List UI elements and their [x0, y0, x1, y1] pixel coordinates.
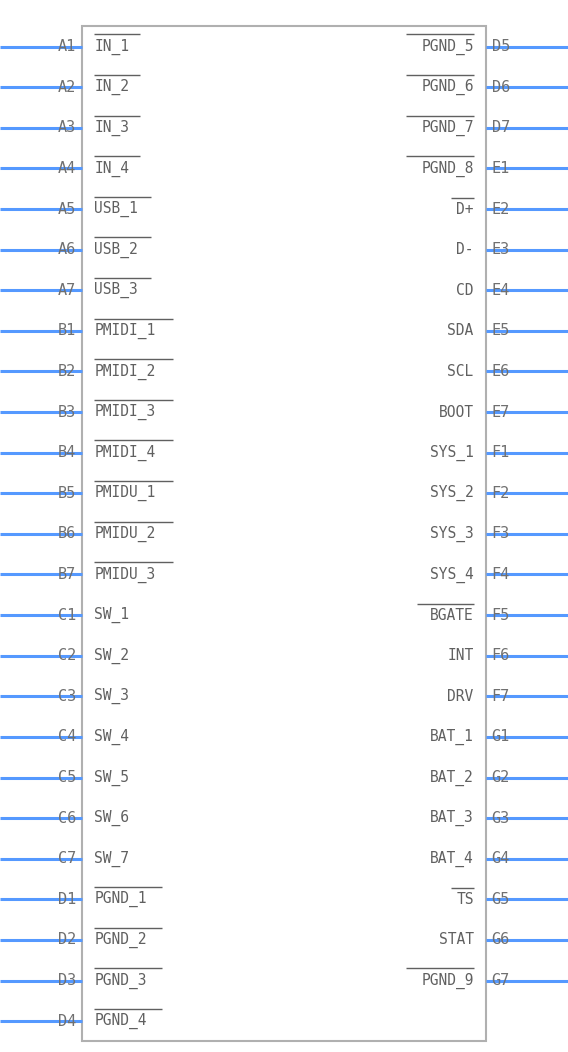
Text: B3: B3 [58, 405, 76, 420]
Text: SCL: SCL [448, 364, 474, 379]
Text: E3: E3 [492, 242, 510, 257]
Text: SW_4: SW_4 [94, 729, 130, 745]
Text: BAT_2: BAT_2 [430, 769, 474, 786]
Text: E7: E7 [492, 405, 510, 420]
Text: E4: E4 [492, 283, 510, 298]
Text: SYS_3: SYS_3 [430, 526, 474, 542]
Text: A7: A7 [58, 283, 76, 298]
Text: INT: INT [448, 648, 474, 663]
Text: F2: F2 [492, 486, 510, 501]
Text: E5: E5 [492, 323, 510, 339]
Text: E6: E6 [492, 364, 510, 379]
Text: B7: B7 [58, 567, 76, 582]
Text: SW_2: SW_2 [94, 648, 130, 664]
Text: C4: C4 [58, 729, 76, 745]
Text: D4: D4 [58, 1014, 76, 1029]
Text: A2: A2 [58, 80, 76, 95]
Text: PMIDI_4: PMIDI_4 [94, 445, 156, 461]
Text: BAT_3: BAT_3 [430, 810, 474, 826]
Bar [82, 26, 486, 1041]
Text: IN_4: IN_4 [94, 160, 130, 177]
Text: C5: C5 [58, 770, 76, 785]
Text: D7: D7 [492, 120, 510, 136]
Text: D5: D5 [492, 39, 510, 54]
Text: SW_3: SW_3 [94, 688, 130, 705]
Text: F6: F6 [492, 648, 510, 663]
Text: TS: TS [456, 892, 474, 907]
Text: PMIDU_3: PMIDU_3 [94, 566, 156, 583]
Text: PGND_8: PGND_8 [421, 160, 474, 177]
Text: G1: G1 [492, 729, 510, 745]
Text: PMIDI_1: PMIDI_1 [94, 323, 156, 339]
Text: G6: G6 [492, 932, 510, 948]
Text: A5: A5 [58, 202, 76, 217]
Text: DRV: DRV [448, 689, 474, 704]
Text: G7: G7 [492, 973, 510, 988]
Text: CD: CD [456, 283, 474, 298]
Text: B2: B2 [58, 364, 76, 379]
Text: F5: F5 [492, 608, 510, 623]
Text: G2: G2 [492, 770, 510, 785]
Text: PMIDI_2: PMIDI_2 [94, 363, 156, 380]
Text: F4: F4 [492, 567, 510, 582]
Text: USB_3: USB_3 [94, 282, 138, 299]
Text: SW_5: SW_5 [94, 769, 130, 786]
Text: IN_1: IN_1 [94, 39, 130, 55]
Text: A6: A6 [58, 242, 76, 257]
Text: C1: C1 [58, 608, 76, 623]
Text: BGATE: BGATE [430, 608, 474, 623]
Text: PGND_4: PGND_4 [94, 1013, 147, 1029]
Text: A4: A4 [58, 161, 76, 176]
Text: PGND_2: PGND_2 [94, 932, 147, 948]
Text: USB_2: USB_2 [94, 242, 138, 258]
Text: C6: C6 [58, 811, 76, 826]
Text: G5: G5 [492, 892, 510, 907]
Text: B6: B6 [58, 526, 76, 542]
Text: D6: D6 [492, 80, 510, 95]
Text: A3: A3 [58, 120, 76, 136]
Text: A1: A1 [58, 39, 76, 54]
Text: D2: D2 [58, 932, 76, 948]
Text: PGND_7: PGND_7 [421, 120, 474, 136]
Text: SW_6: SW_6 [94, 810, 130, 826]
Text: SDA: SDA [448, 323, 474, 339]
Text: E2: E2 [492, 202, 510, 217]
Text: SW_1: SW_1 [94, 607, 130, 623]
Text: IN_2: IN_2 [94, 79, 130, 96]
Text: C7: C7 [58, 851, 76, 866]
Text: PGND_6: PGND_6 [421, 79, 474, 96]
Text: SYS_4: SYS_4 [430, 566, 474, 583]
Text: SYS_1: SYS_1 [430, 445, 474, 461]
Text: IN_3: IN_3 [94, 120, 130, 136]
Text: E1: E1 [492, 161, 510, 176]
Text: D+: D+ [456, 202, 474, 217]
Text: B5: B5 [58, 486, 76, 501]
Text: BOOT: BOOT [438, 405, 474, 420]
Text: B1: B1 [58, 323, 76, 339]
Text: D3: D3 [58, 973, 76, 988]
Text: C3: C3 [58, 689, 76, 704]
Text: SW_7: SW_7 [94, 851, 130, 867]
Text: PGND_5: PGND_5 [421, 39, 474, 55]
Text: PGND_3: PGND_3 [94, 972, 147, 989]
Text: SYS_2: SYS_2 [430, 485, 474, 502]
Text: G3: G3 [492, 811, 510, 826]
Text: PMIDU_1: PMIDU_1 [94, 485, 156, 502]
Text: BAT_1: BAT_1 [430, 729, 474, 745]
Text: BAT_4: BAT_4 [430, 851, 474, 867]
Text: PGND_9: PGND_9 [421, 972, 474, 989]
Text: D1: D1 [58, 892, 76, 907]
Text: F7: F7 [492, 689, 510, 704]
Text: B4: B4 [58, 445, 76, 460]
Text: F3: F3 [492, 526, 510, 542]
Text: C2: C2 [58, 648, 76, 663]
Text: USB_1: USB_1 [94, 201, 138, 217]
Text: PMIDI_3: PMIDI_3 [94, 404, 156, 420]
Text: G4: G4 [492, 851, 510, 866]
Text: F1: F1 [492, 445, 510, 460]
Text: PMIDU_2: PMIDU_2 [94, 526, 156, 542]
Text: PGND_1: PGND_1 [94, 891, 147, 908]
Text: STAT: STAT [438, 932, 474, 948]
Text: D-: D- [456, 242, 474, 257]
